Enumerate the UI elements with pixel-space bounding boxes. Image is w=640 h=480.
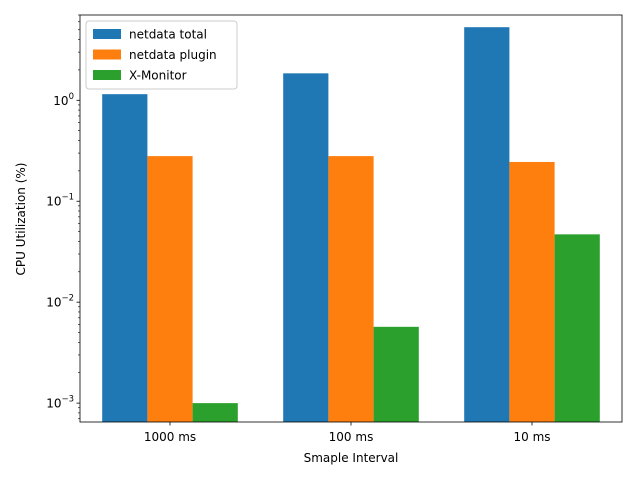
- x-tick-label-1: 100 ms: [329, 430, 374, 444]
- legend-label-0: netdata total: [129, 28, 207, 42]
- legend-label-2: X-Monitor: [129, 69, 187, 83]
- bar-x-monitor-1: [373, 326, 419, 422]
- y-tick-label-1: 10−2: [46, 294, 74, 310]
- bar-netdata-plugin-0: [147, 156, 193, 423]
- bar-x-monitor-2: [554, 234, 600, 422]
- bar-netdata-plugin-1: [328, 156, 374, 423]
- legend-box: [85, 20, 238, 90]
- legend-swatch-2: [93, 70, 121, 80]
- bar-netdata-total-0: [102, 94, 148, 423]
- y-tick-label-0: 10−3: [46, 395, 74, 411]
- legend-label-1: netdata plugin: [129, 48, 217, 62]
- y-tick-label-3: 100: [53, 92, 74, 108]
- legend-swatch-0: [93, 29, 121, 39]
- bar-netdata-total-1: [283, 73, 329, 422]
- bars-layer: [102, 27, 600, 423]
- y-axis-label: CPU Utilization (%): [14, 163, 28, 276]
- bar-netdata-plugin-2: [509, 161, 555, 422]
- x-tick-label-2: 10 ms: [513, 430, 550, 444]
- bar-netdata-total-2: [464, 27, 510, 422]
- ticks-layer: 1000 ms 100 ms 10 ms 10−3 10−2 10−1 100: [46, 14, 551, 444]
- bar-x-monitor-0: [192, 403, 238, 422]
- y-tick-label-2: 10−1: [46, 193, 74, 209]
- x-axis-label: Smaple Interval: [304, 451, 399, 465]
- legend-swatch-1: [93, 49, 121, 60]
- legend: netdata total netdata plugin X-Monitor: [85, 20, 238, 90]
- x-tick-label-0: 1000 ms: [144, 430, 196, 444]
